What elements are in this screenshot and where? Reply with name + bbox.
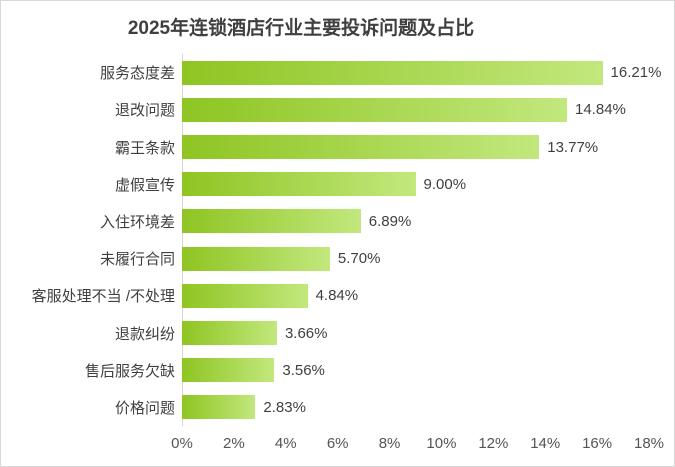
- category-label: 退款纠纷: [114, 325, 175, 343]
- bar-plot-cell: 3.56%: [182, 352, 649, 389]
- x-tick-label: 16%: [582, 435, 613, 452]
- bar: [182, 209, 361, 234]
- category-label: 虚假宣传: [114, 176, 175, 194]
- y-axis-line: [182, 54, 183, 426]
- value-label: 14.84%: [575, 101, 626, 119]
- bar-row: 虚假宣传 9.00%: [1, 166, 674, 203]
- bar: [182, 172, 416, 197]
- x-tick-label: 12%: [478, 435, 509, 452]
- value-label: 2.83%: [263, 398, 306, 416]
- bar-plot-cell: 2.83%: [182, 389, 649, 426]
- category-label: 服务态度差: [99, 65, 175, 83]
- bar: [182, 97, 567, 122]
- value-label: 13.77%: [547, 138, 599, 156]
- bar: [182, 358, 275, 383]
- bar-plot-cell: 4.84%: [182, 277, 649, 314]
- x-tick-label: 8%: [378, 435, 401, 452]
- bar: [182, 283, 308, 308]
- x-tick-label: 10%: [426, 435, 457, 452]
- value-label: 6.89%: [368, 212, 412, 230]
- bar-plot-cell: 16.21%: [182, 54, 661, 91]
- bar-rows-area: 服务态度差 16.21% 退改问题 14.84% 霸王条款 13.77% 虚假宣传 9.00%…: [1, 54, 674, 426]
- category-label: 未履行合同: [99, 251, 175, 269]
- category-label: 霸王条款: [114, 139, 175, 157]
- value-label: 9.00%: [423, 175, 467, 193]
- bar-plot-cell: 3.66%: [182, 314, 649, 351]
- bar-row: 霸王条款 13.77%: [1, 128, 674, 165]
- bar-row: 客服处理不当 /不处理 4.84%: [1, 277, 674, 314]
- x-axis: 0% 2% 4% 6% 8% 10% 12% 14% 16% 18%: [171, 426, 664, 458]
- value-label: 3.66%: [284, 324, 328, 342]
- bar-row: 退款纠纷 3.66%: [1, 314, 674, 351]
- bar: [182, 246, 330, 271]
- bar-row: 退改问题 14.84%: [1, 91, 674, 128]
- bar-row: 入住环境差 6.89%: [1, 203, 674, 240]
- x-tick-label: 0%: [171, 435, 193, 452]
- bar-row: 未履行合同 5.70%: [1, 240, 674, 277]
- bar-plot-cell: 5.70%: [182, 240, 649, 277]
- category-label: 价格问题: [114, 399, 175, 417]
- bar-plot-cell: 9.00%: [182, 166, 649, 203]
- category-label: 入住环境差: [99, 213, 175, 231]
- x-tick-label: 2%: [223, 435, 245, 452]
- x-tick-label: 18%: [633, 435, 665, 452]
- value-label: 16.21%: [610, 64, 662, 82]
- bar-plot-cell: 6.89%: [182, 203, 649, 240]
- bar-row: 价格问题 2.83%: [1, 389, 674, 426]
- bar: [182, 395, 256, 420]
- bar: [182, 60, 603, 85]
- value-label: 3.56%: [282, 361, 325, 379]
- value-label: 5.70%: [337, 250, 381, 268]
- category-label: 退改问题: [114, 102, 175, 120]
- x-tick-label: 6%: [326, 435, 349, 452]
- bar-plot-cell: 14.84%: [182, 91, 649, 128]
- bar-chart: 服务态度差 16.21% 退改问题 14.84% 霸王条款 13.77% 虚假宣传 9.00%…: [1, 54, 674, 458]
- category-label: 售后服务欠缺: [84, 362, 175, 380]
- bar: [182, 321, 277, 346]
- bar-row: 服务态度差 16.21%: [1, 54, 674, 91]
- x-tick-label: 14%: [530, 435, 561, 452]
- category-label: 客服处理不当 /不处理: [31, 288, 175, 306]
- bar: [182, 135, 540, 159]
- chart-title: 2025年连锁酒店行业主要投诉问题及占比: [127, 18, 475, 39]
- value-label: 4.84%: [315, 287, 359, 305]
- bar-plot-cell: 13.77%: [182, 128, 649, 165]
- bar-row: 售后服务欠缺 3.56%: [1, 352, 674, 389]
- x-tick-label: 4%: [274, 435, 297, 452]
